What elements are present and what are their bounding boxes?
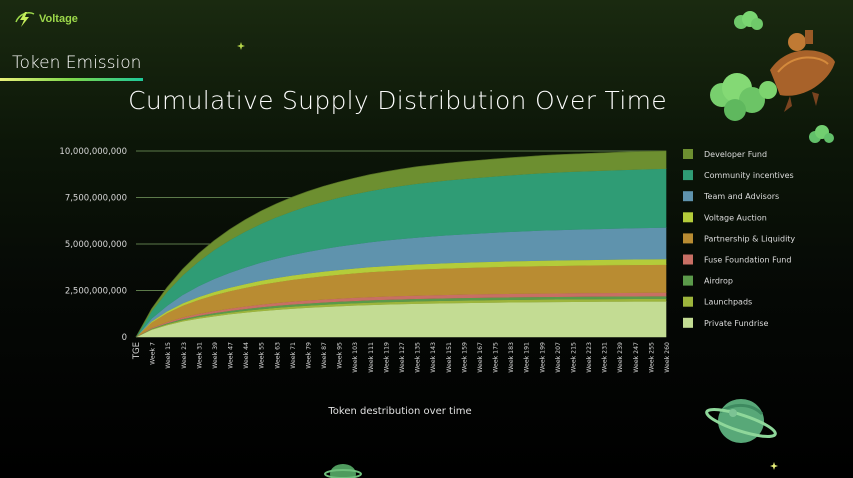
- x-tick-label: Week 255: [648, 342, 655, 373]
- legend-item: Fuse Foundation Fund: [683, 254, 791, 265]
- x-axis: TGE Week 7 Week 15 Week 23 Week 31 Week 39 Wee…: [132, 342, 671, 373]
- legend-swatch: [683, 233, 693, 244]
- x-tick-label: Week 103: [352, 342, 359, 373]
- x-tick-label: Week 55: [259, 342, 266, 369]
- x-tick-label: Week 175: [493, 342, 500, 373]
- legend-label: Partnership & Liquidity: [704, 234, 795, 243]
- x-tick-label: Week 87: [321, 342, 328, 369]
- legend: Developer Fund Community incentives Team a…: [683, 149, 795, 328]
- x-tick-label: Week 247: [633, 342, 640, 373]
- legend-swatch: [683, 191, 693, 202]
- y-tick-label: 7,500,000,000: [65, 194, 127, 204]
- legend-swatch: [683, 170, 693, 181]
- legend-swatch: [683, 275, 693, 286]
- legend-label: Team and Advisors: [703, 192, 779, 201]
- x-tick-label: Week 223: [586, 342, 593, 373]
- legend-label: Airdrop: [704, 277, 733, 286]
- legend-label: Private Fundrise: [704, 319, 768, 328]
- legend-item: Voltage Auction: [683, 212, 767, 223]
- x-tick-label: Week 191: [524, 342, 531, 373]
- x-tick-label: Week 44: [243, 342, 250, 369]
- x-tick-label: Week 183: [508, 342, 515, 373]
- brand-logo: Voltage: [14, 10, 78, 28]
- legend-label: Voltage Auction: [704, 213, 767, 222]
- x-tick-label: Week 135: [415, 342, 422, 373]
- legend-item: Launchpads: [683, 296, 752, 307]
- legend-item: Team and Advisors: [683, 191, 779, 202]
- x-tick-label: Week 63: [274, 342, 281, 369]
- x-tick-label: Week 23: [181, 342, 188, 369]
- x-tick-label: Week 215: [570, 342, 577, 373]
- legend-label: Fuse Foundation Fund: [704, 256, 791, 265]
- x-tick-label: Week 7: [150, 342, 157, 365]
- y-tick-label: 5,000,000,000: [65, 240, 127, 250]
- x-axis-label: Token destribution over time: [327, 406, 471, 417]
- series-areas: [135, 150, 667, 338]
- y-tick-label: 10,000,000,000: [59, 147, 127, 157]
- x-tick-label: Week 151: [446, 342, 453, 373]
- x-tick-label: Week 39: [212, 342, 219, 369]
- x-tick-label: Week 207: [555, 342, 562, 373]
- x-tick-label: Week 31: [196, 342, 203, 369]
- x-tick-label: TGE: [132, 342, 142, 360]
- x-tick-label: Week 111: [368, 342, 375, 373]
- x-tick-label: Week 239: [617, 342, 624, 373]
- legend-label: Launchpads: [704, 298, 752, 307]
- x-tick-label: Week 79: [305, 342, 312, 369]
- legend-item: Airdrop: [683, 275, 733, 286]
- legend-swatch: [683, 212, 693, 223]
- y-tick-label: 0: [122, 333, 127, 343]
- section-underline: [0, 78, 143, 81]
- section-title: Token Emission: [12, 53, 142, 73]
- legend-item: Private Fundrise: [683, 317, 768, 328]
- x-tick-label: Week 95: [337, 342, 344, 369]
- x-tick-label: Week 260: [664, 342, 671, 373]
- series-edge: [135, 150, 667, 338]
- legend-swatch: [683, 296, 693, 307]
- area-developer-fund: [135, 150, 667, 338]
- x-tick-label: Week 231: [602, 342, 609, 373]
- legend-item: Partnership & Liquidity: [683, 233, 795, 244]
- x-tick-label: Week 199: [539, 342, 546, 373]
- legend-label: Community incentives: [704, 171, 794, 180]
- x-tick-label: Week 127: [399, 342, 406, 373]
- x-tick-label: Week 167: [477, 342, 484, 373]
- x-tick-label: Week 159: [461, 342, 468, 373]
- legend-swatch: [683, 149, 693, 159]
- legend-swatch: [683, 254, 693, 265]
- bolt-logo-icon: [15, 12, 35, 27]
- y-tick-label: 2,500,000,000: [65, 287, 127, 297]
- x-tick-label: Week 15: [165, 342, 172, 369]
- brand-name: Voltage: [39, 13, 78, 25]
- x-tick-label: Week 119: [383, 342, 390, 373]
- legend-swatch: [683, 317, 693, 328]
- x-tick-label: Week 47: [228, 342, 235, 369]
- legend-item: Developer Fund: [683, 149, 767, 159]
- y-axis: 0 2,500,000,000 5,000,000,000 7,500,000,000…: [59, 147, 127, 343]
- chart-title: Cumulative Supply Distribution Over Time: [128, 86, 667, 115]
- x-tick-label: Week 143: [430, 342, 437, 373]
- legend-item: Community incentives: [683, 170, 794, 181]
- legend-label: Developer Fund: [704, 150, 767, 159]
- x-tick-label: Week 71: [290, 342, 297, 369]
